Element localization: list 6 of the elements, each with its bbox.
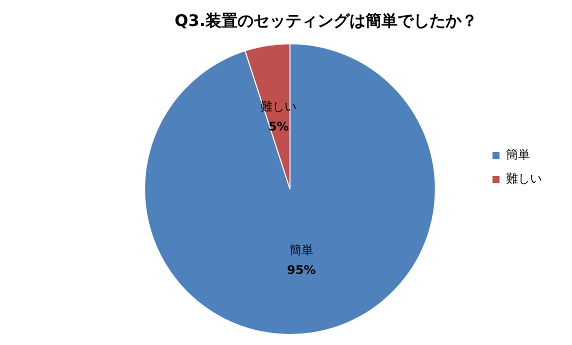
legend-label: 簡単 [506, 148, 530, 162]
slice-label: 簡単 [289, 243, 314, 258]
legend-label: 難しい [506, 172, 542, 186]
data-label: 95% [287, 263, 316, 278]
chart-title: Q3.装置のセッティングは簡単でしたか？ [174, 10, 478, 30]
data-label: 5% [268, 119, 289, 134]
